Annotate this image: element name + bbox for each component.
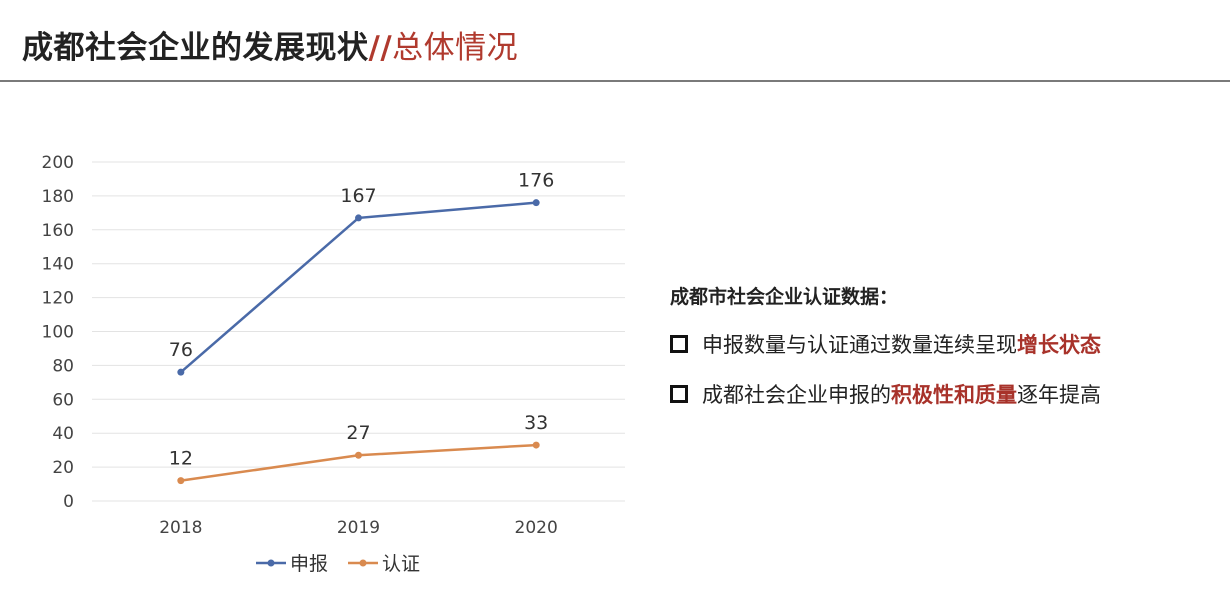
y-tick-label: 100 — [42, 323, 74, 343]
data-point — [355, 214, 362, 222]
data-point — [177, 368, 185, 376]
series-line-1 — [180, 201, 537, 374]
y-tick-label: 40 — [52, 424, 74, 444]
bullet-text: 申报数量与认证通过数量连续呈现增长状态 — [702, 333, 1101, 357]
y-tick-label: 20 — [52, 458, 74, 478]
y-tick-label: 80 — [52, 356, 74, 376]
data-point — [532, 441, 540, 449]
y-tick-label: 160 — [42, 221, 74, 241]
info-panel: 成都市社会企业认证数据： 申报数量与认证通过数量连续呈现增长状态 成都社会企业申… — [670, 282, 1210, 429]
legend-label: 申报 — [290, 553, 328, 575]
data-label: 12 — [169, 448, 193, 470]
legend-marker — [267, 559, 275, 567]
title-accent: 总体情况 — [392, 30, 519, 66]
data-label: 33 — [524, 412, 548, 434]
data-point — [532, 199, 540, 207]
bullet-text: 成都社会企业申报的积极性和质量逐年提高 — [702, 383, 1101, 407]
x-tick-label: 2019 — [337, 518, 380, 538]
checkbox-icon — [670, 385, 688, 403]
x-tick-label: 2018 — [159, 518, 202, 538]
line-chart: 0 20 40 60 80 100 120 140 160 180 200 2018 2019 2020 7… — [42, 153, 625, 575]
bullet-highlight: 积极性和质量 — [891, 383, 1017, 407]
data-label: 167 — [340, 185, 376, 207]
y-tick-label: 60 — [52, 390, 74, 410]
title-divider — [0, 80, 1230, 82]
page-title: 成都社会企业的发展现状//总体情况 — [22, 22, 518, 67]
data-label: 27 — [346, 422, 370, 444]
y-tick-label: 0 — [63, 492, 74, 512]
series-line-2 — [180, 443, 537, 482]
data-point — [355, 451, 362, 459]
checkbox-icon — [670, 335, 688, 353]
title-separator: // — [368, 30, 393, 66]
bullet-item-1: 申报数量与认证通过数量连续呈现增长状态 — [670, 329, 1210, 359]
y-tick-label: 180 — [42, 187, 74, 207]
bullet-item-2: 成都社会企业申报的积极性和质量逐年提高 — [670, 379, 1210, 409]
data-label: 176 — [518, 170, 554, 192]
data-point — [177, 477, 185, 485]
legend-marker — [359, 559, 367, 567]
y-tick-label: 120 — [42, 289, 74, 309]
y-tick-label: 200 — [42, 153, 74, 173]
y-tick-label: 140 — [42, 255, 74, 275]
x-tick-label: 2020 — [515, 518, 558, 538]
panel-heading: 成都市社会企业认证数据： — [670, 286, 899, 308]
title-main: 成都社会企业的发展现状 — [22, 30, 369, 66]
data-label: 76 — [169, 339, 193, 361]
legend-label: 认证 — [382, 553, 420, 575]
bullet-highlight: 增长状态 — [1017, 333, 1101, 357]
